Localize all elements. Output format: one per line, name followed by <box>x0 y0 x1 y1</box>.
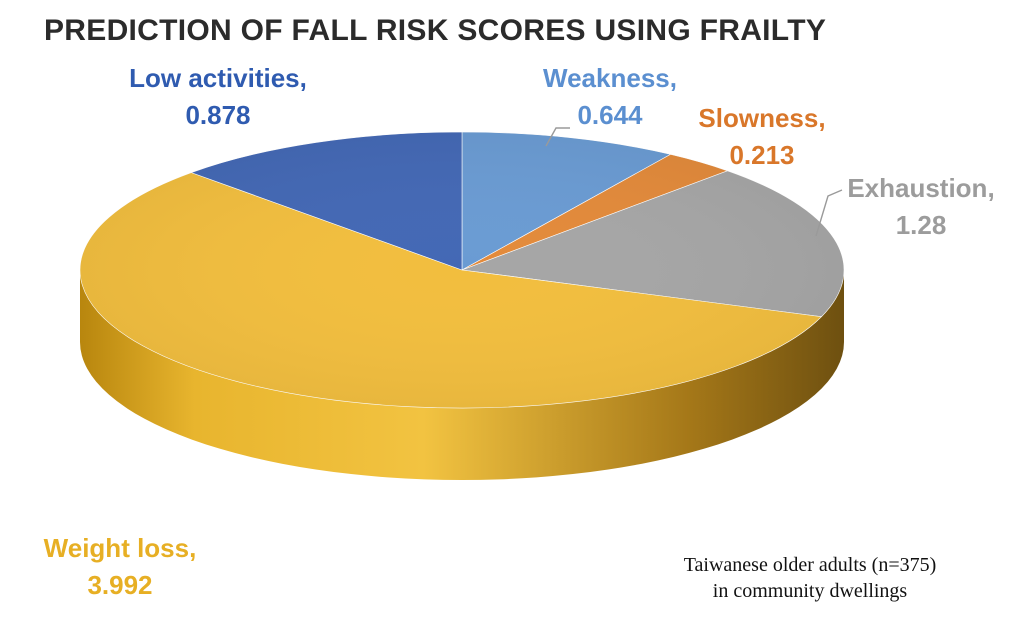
slice-label-value: 3.992 <box>87 570 153 600</box>
sample-note-line-1: Taiwanese older adults (n=375) <box>683 554 937 576</box>
slice-label-value: 0.644 <box>577 100 643 130</box>
chart-title: PREDICTION OF FALL RISK SCORES USING FRA… <box>44 14 827 47</box>
sample-note: Taiwanese older adults (n=375) in commun… <box>600 552 1020 604</box>
slice-label-name: Slowness, <box>698 103 826 133</box>
slice-label-value: 1.28 <box>895 210 947 240</box>
slice-label-weight-loss: Weight loss, 3.992 <box>30 530 210 604</box>
leader-line-weakness <box>545 127 570 147</box>
sample-note-line-2: in community dwellings <box>712 580 908 602</box>
leader-line-exhaustion <box>815 189 843 237</box>
slice-label-slowness: Slowness, 0.213 <box>682 100 842 174</box>
slice-label-name: Weakness, <box>543 63 677 93</box>
slice-label-low-activities: Low activities, 0.878 <box>118 60 318 134</box>
slice-label-weakness: Weakness, 0.644 <box>530 60 690 134</box>
slice-label-name: Low activities, <box>129 63 307 93</box>
slice-label-name: Exhaustion, <box>847 173 995 203</box>
leader-lines <box>545 127 843 237</box>
slice-label-value: 0.213 <box>729 140 795 170</box>
pie-side-wall <box>80 270 844 480</box>
slice-label-exhaustion: Exhaustion, 1.28 <box>836 170 1006 244</box>
slice-label-value: 0.878 <box>185 100 251 130</box>
pie-top-shading <box>80 132 844 408</box>
pie-top-face <box>79 131 845 409</box>
pie-side-rim <box>80 270 844 480</box>
slice-label-name: Weight loss, <box>43 533 197 563</box>
